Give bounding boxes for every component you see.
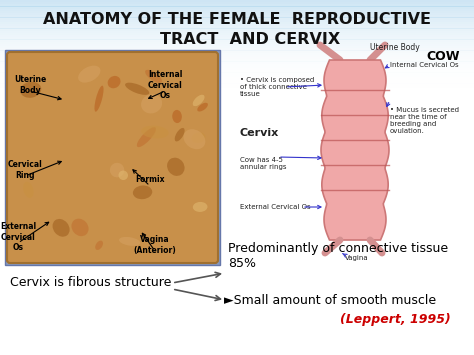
Ellipse shape — [197, 103, 208, 111]
Bar — [0, 44, 474, 46]
Ellipse shape — [72, 219, 89, 236]
Ellipse shape — [175, 128, 185, 141]
Bar — [0, 57, 474, 59]
Text: ANATOMY OF THE FEMALE  REPRODUCTIVE: ANATOMY OF THE FEMALE REPRODUCTIVE — [43, 12, 431, 27]
Text: Uterine Body: Uterine Body — [370, 43, 420, 51]
Polygon shape — [321, 60, 389, 240]
Text: External Cervical Os: External Cervical Os — [240, 204, 310, 210]
Bar — [0, 81, 474, 83]
Bar — [0, 59, 474, 62]
Bar — [0, 0, 474, 2]
Bar — [0, 79, 474, 81]
Text: Vagina
(Anterior): Vagina (Anterior) — [134, 235, 176, 255]
Bar — [0, 83, 474, 86]
Text: Internal
Cervical
Os: Internal Cervical Os — [147, 70, 182, 100]
Bar — [0, 75, 474, 77]
Ellipse shape — [172, 110, 182, 123]
Bar — [0, 50, 474, 53]
Text: External
Cervical
Os: External Cervical Os — [0, 222, 36, 252]
Ellipse shape — [20, 82, 41, 98]
Ellipse shape — [141, 126, 169, 138]
Bar — [0, 33, 474, 35]
Ellipse shape — [94, 86, 103, 112]
Bar — [0, 22, 474, 24]
Bar — [0, 35, 474, 37]
Bar — [0, 37, 474, 40]
Bar — [0, 61, 474, 64]
Bar — [0, 72, 474, 75]
Ellipse shape — [193, 202, 208, 212]
Text: • Mucus is secreted
near the time of
breeding and
ovulation.: • Mucus is secreted near the time of bre… — [390, 107, 459, 134]
Ellipse shape — [183, 129, 205, 149]
Text: • Cervix is composed
of thick connective
tissue: • Cervix is composed of thick connective… — [240, 77, 314, 97]
Ellipse shape — [118, 170, 128, 180]
Bar — [0, 86, 474, 88]
Text: ►Small amount of smooth muscle: ►Small amount of smooth muscle — [224, 294, 436, 306]
Ellipse shape — [133, 185, 152, 199]
Text: Cervix is fibrous structure: Cervix is fibrous structure — [10, 277, 172, 289]
Text: (Leppert, 1995): (Leppert, 1995) — [340, 313, 451, 327]
Bar — [0, 4, 474, 7]
Bar — [0, 70, 474, 73]
Bar — [0, 64, 474, 66]
Text: Predominantly of connective tissue
85%: Predominantly of connective tissue 85% — [228, 242, 448, 270]
Bar — [0, 66, 474, 68]
Ellipse shape — [141, 94, 162, 114]
Ellipse shape — [23, 182, 34, 198]
Ellipse shape — [78, 66, 100, 83]
Ellipse shape — [53, 219, 70, 237]
Bar — [0, 2, 474, 4]
Bar — [0, 9, 474, 11]
Bar — [0, 13, 474, 15]
Text: Cervical
Ring: Cervical Ring — [8, 160, 42, 180]
Bar — [0, 17, 474, 20]
Bar — [0, 48, 474, 51]
Ellipse shape — [137, 127, 156, 147]
Bar — [0, 53, 474, 55]
Bar — [0, 55, 474, 57]
Bar — [0, 42, 474, 44]
Ellipse shape — [145, 70, 162, 83]
Bar — [0, 28, 474, 31]
Ellipse shape — [193, 95, 205, 106]
Ellipse shape — [125, 83, 149, 95]
Ellipse shape — [119, 237, 140, 246]
Bar — [0, 15, 474, 18]
Text: Uterine
Body: Uterine Body — [14, 75, 46, 95]
Bar — [0, 6, 474, 9]
Bar — [0, 24, 474, 26]
Text: COW: COW — [427, 50, 460, 63]
Text: TRACT  AND CERVIX: TRACT AND CERVIX — [160, 33, 340, 48]
Text: Formix: Formix — [135, 175, 165, 185]
Bar — [0, 20, 474, 22]
Bar — [0, 39, 474, 42]
Bar — [5, 50, 220, 265]
Text: Cow has 4-5
annular rings: Cow has 4-5 annular rings — [240, 157, 286, 170]
Text: Vagina: Vagina — [345, 255, 369, 261]
Bar — [0, 46, 474, 48]
Bar — [0, 11, 474, 13]
Bar — [0, 68, 474, 70]
Text: Internal Cervical Os: Internal Cervical Os — [390, 62, 459, 68]
Ellipse shape — [110, 163, 124, 178]
Bar — [0, 31, 474, 33]
Bar — [0, 77, 474, 79]
Ellipse shape — [95, 241, 103, 250]
Ellipse shape — [108, 76, 120, 88]
Ellipse shape — [191, 132, 206, 143]
Ellipse shape — [167, 158, 184, 176]
Bar — [0, 26, 474, 29]
FancyBboxPatch shape — [7, 52, 218, 263]
Text: Cervix: Cervix — [240, 128, 279, 138]
